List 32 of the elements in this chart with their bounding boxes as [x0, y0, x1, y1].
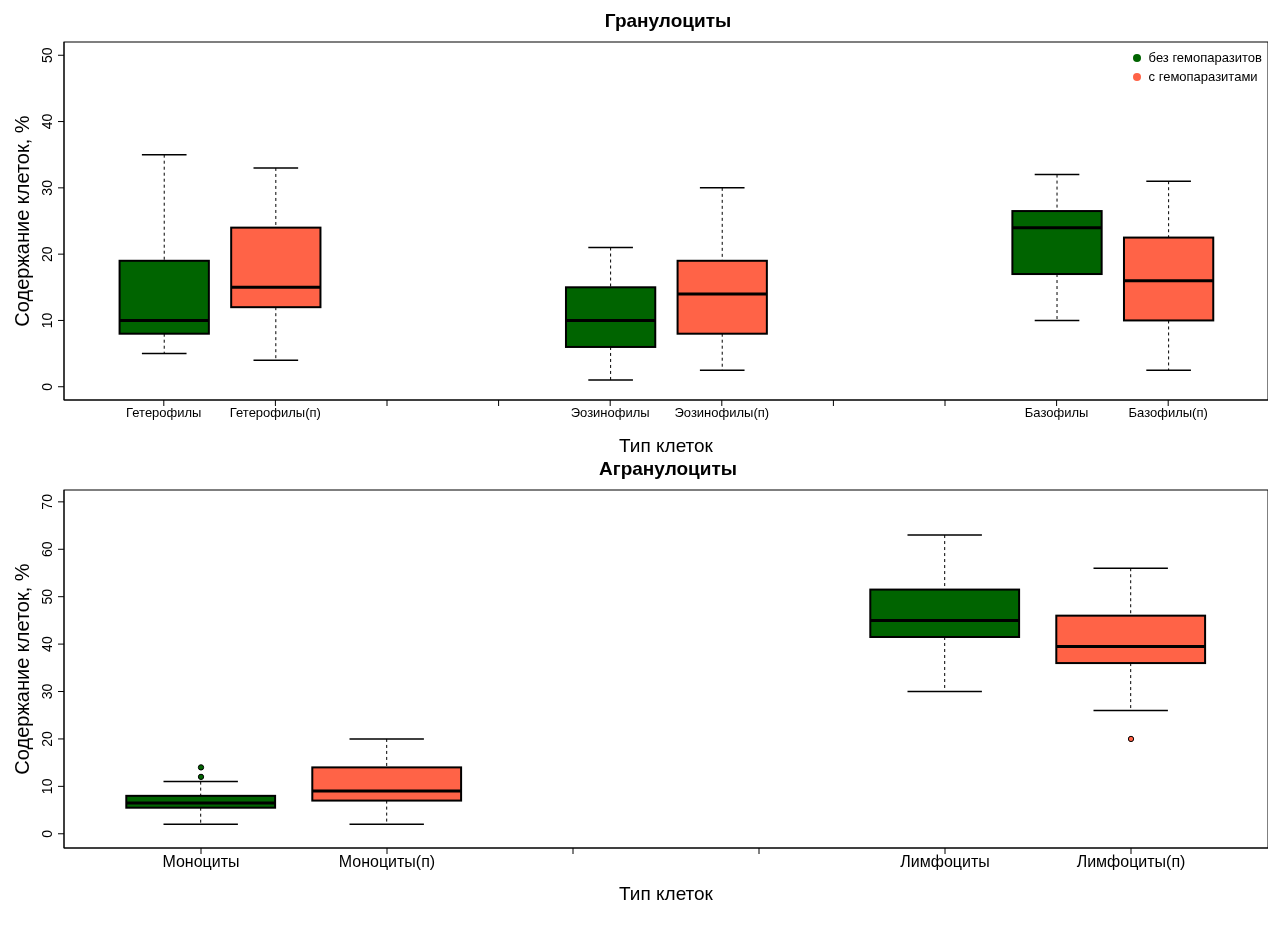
y-tick-label: 30	[39, 179, 55, 196]
x-tick-label: Гетерофилы(п)	[229, 405, 321, 421]
y-tick-label: 70	[39, 493, 55, 510]
y-tick-label: 20	[39, 246, 55, 262]
x-tick-label: Базофилы	[1024, 405, 1089, 421]
x-axis-title: Тип клеток	[619, 883, 714, 904]
y-tick-label: 40	[39, 113, 55, 130]
y-axis-title: Содержание клеток, %	[11, 115, 34, 327]
x-tick-label: Лимфоциты(п)	[1076, 853, 1186, 871]
y-tick-label: 10	[39, 312, 55, 329]
y-tick-label: 10	[39, 778, 55, 795]
x-tick-label: Эозинофилы(п)	[674, 405, 770, 421]
y-tick-label: 30	[39, 683, 55, 700]
x-axis-title: Тип клеток	[619, 435, 714, 456]
legend-label: с гемопаразитами	[1148, 68, 1258, 86]
x-tick-label: Гетерофилы	[126, 405, 202, 421]
y-tick-label: 60	[39, 541, 55, 558]
y-tick-label: 50	[39, 588, 55, 605]
x-tick-label: Лимфоциты	[900, 853, 990, 871]
x-tick-label: Моноциты(п)	[338, 853, 436, 871]
y-tick-label: 50	[39, 47, 55, 64]
y-tick-label: 20	[39, 730, 55, 747]
y-axis-title: Содержание клеток, %	[11, 563, 34, 775]
chart-title: Гранулоциты	[603, 9, 733, 33]
x-tick-label: Моноциты	[162, 853, 240, 871]
y-tick-label: 0	[39, 829, 55, 838]
legend-label: без гемопаразитов	[1148, 49, 1262, 67]
x-tick-label: Базофилы(п)	[1128, 405, 1208, 421]
y-tick-label: 40	[39, 636, 55, 652]
chart-title: Агранулоциты	[598, 457, 738, 481]
x-tick-label: Эозинофилы	[570, 405, 650, 421]
y-tick-label: 0	[39, 382, 55, 391]
